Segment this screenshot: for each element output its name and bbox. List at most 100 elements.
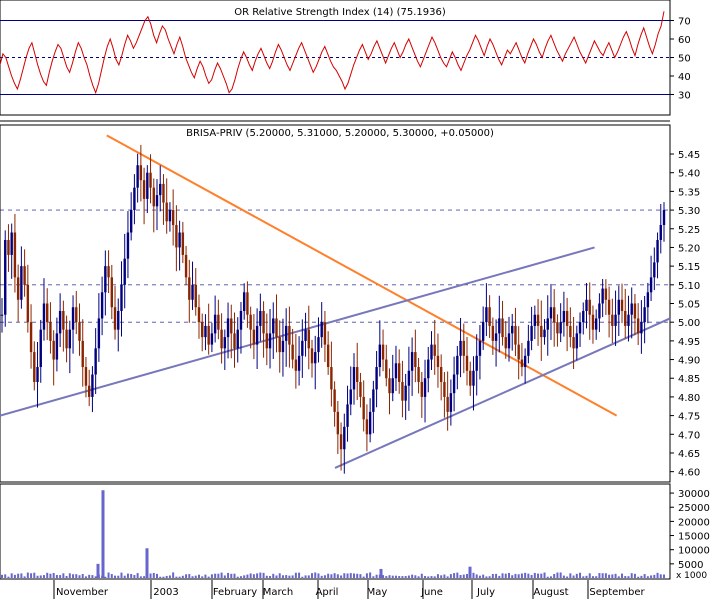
price-candle-body bbox=[501, 318, 504, 338]
price-candle-body bbox=[236, 329, 239, 349]
price-candle-body bbox=[336, 411, 340, 435]
price-candle-body bbox=[62, 310, 65, 330]
price-candle-body bbox=[123, 258, 126, 285]
price-tick-label: 5.40 bbox=[678, 169, 700, 180]
price-candle-body bbox=[294, 359, 298, 371]
price-candle-body bbox=[220, 329, 223, 349]
price-candle-body bbox=[520, 359, 524, 368]
price-candle-body bbox=[572, 337, 575, 349]
price-candle-body bbox=[4, 239, 7, 315]
price-candle-body bbox=[456, 355, 459, 375]
x-axis-label: May bbox=[367, 587, 388, 598]
price-candle-body bbox=[352, 367, 356, 390]
price-candle-body bbox=[582, 310, 585, 323]
price-candle-body bbox=[611, 314, 614, 326]
rsi-title: OR Relative Strength Index (14) (75.1936… bbox=[234, 7, 446, 18]
price-candle-body bbox=[594, 318, 598, 330]
price-candle-body bbox=[598, 303, 601, 319]
price-candle-body bbox=[42, 303, 46, 330]
volume-tick-label: x 1000 bbox=[676, 571, 707, 581]
price-candle-body bbox=[556, 322, 559, 334]
price-candle-body bbox=[485, 307, 488, 323]
price-candle-body bbox=[385, 359, 388, 379]
price-candle-body bbox=[58, 310, 62, 334]
price-candle-body bbox=[498, 318, 501, 334]
volume-tick-label: 10000 bbox=[678, 546, 710, 557]
price-candle-body bbox=[601, 288, 604, 304]
price-candle-body bbox=[104, 266, 107, 293]
price-candle-body bbox=[417, 367, 420, 382]
price-candle-body bbox=[469, 370, 472, 386]
price-candle-body bbox=[46, 303, 49, 323]
price-candle-body bbox=[514, 325, 517, 345]
price-candle-body bbox=[446, 396, 449, 412]
price-candle-body bbox=[184, 254, 188, 278]
price-candle-body bbox=[307, 329, 310, 349]
price-candle-body bbox=[162, 183, 165, 203]
price-candle-body bbox=[278, 337, 281, 353]
price-tick-label: 5.05 bbox=[678, 300, 700, 311]
price-candle-body bbox=[213, 314, 217, 334]
price-candle-body bbox=[188, 277, 191, 300]
price-candle-body bbox=[159, 183, 162, 196]
price-candle-body bbox=[449, 393, 453, 412]
x-axis-label: September bbox=[589, 587, 645, 598]
price-trendline bbox=[106, 134, 618, 417]
price-candle-body bbox=[165, 202, 168, 222]
price-candle-body bbox=[49, 322, 52, 341]
price-candle-body bbox=[562, 310, 566, 323]
price-candle-body bbox=[20, 266, 23, 300]
price-candle-body bbox=[375, 367, 378, 390]
price-candle-body bbox=[94, 348, 97, 375]
price-candle-body bbox=[255, 325, 259, 345]
volume-tick-label: 20000 bbox=[678, 517, 710, 528]
price-candle-body bbox=[136, 165, 139, 188]
price-candle-body bbox=[443, 381, 446, 397]
price-candle-body bbox=[494, 333, 498, 341]
price-candle-body bbox=[284, 325, 288, 341]
price-candle-body bbox=[388, 378, 391, 394]
price-candle-body bbox=[394, 363, 398, 379]
price-candle-body bbox=[433, 344, 436, 356]
price-candle-body bbox=[378, 344, 382, 368]
price-tick-label: 5.35 bbox=[678, 187, 700, 198]
price-candle-body bbox=[330, 367, 333, 390]
price-candle-body bbox=[575, 333, 579, 349]
price-candle-body bbox=[113, 307, 117, 330]
x-axis-label: April bbox=[316, 587, 339, 598]
price-candle-body bbox=[540, 325, 543, 338]
price-candle-body bbox=[230, 318, 233, 334]
price-candle-body bbox=[359, 381, 362, 397]
price-candle-body bbox=[310, 348, 314, 364]
price-candle-body bbox=[223, 337, 227, 349]
price-candle-body bbox=[640, 322, 643, 334]
price-candle-body bbox=[152, 187, 155, 207]
price-candle-body bbox=[52, 340, 55, 360]
price-candle-body bbox=[126, 232, 130, 259]
price-candle-body bbox=[181, 232, 185, 255]
price-candle-body bbox=[7, 239, 10, 255]
price-candle-body bbox=[423, 378, 427, 397]
price-candle-body bbox=[407, 370, 411, 386]
price-candle-body bbox=[265, 333, 268, 349]
volume-panel bbox=[0, 483, 671, 580]
price-candle-body bbox=[129, 210, 133, 233]
price-candle-body bbox=[398, 363, 401, 382]
price-candle-body bbox=[210, 333, 214, 345]
price-candle-body bbox=[624, 310, 627, 326]
price-candle-body bbox=[659, 225, 662, 240]
price-candle-body bbox=[527, 340, 530, 356]
price-candle-body bbox=[462, 340, 465, 356]
price-candle-body bbox=[252, 329, 256, 345]
price-candle-body bbox=[26, 284, 30, 323]
price-candle-body bbox=[472, 370, 475, 386]
price-candle-body bbox=[404, 385, 407, 401]
price-candle-body bbox=[391, 378, 394, 394]
price-title: BRISA-PRIV (5.20000, 5.31000, 5.20000, 5… bbox=[186, 128, 494, 139]
price-candle-body bbox=[372, 389, 375, 412]
price-tick-label: 4.85 bbox=[678, 374, 700, 385]
price-candle-body bbox=[459, 340, 462, 356]
price-candle-body bbox=[346, 404, 349, 427]
price-candle-body bbox=[146, 172, 149, 199]
